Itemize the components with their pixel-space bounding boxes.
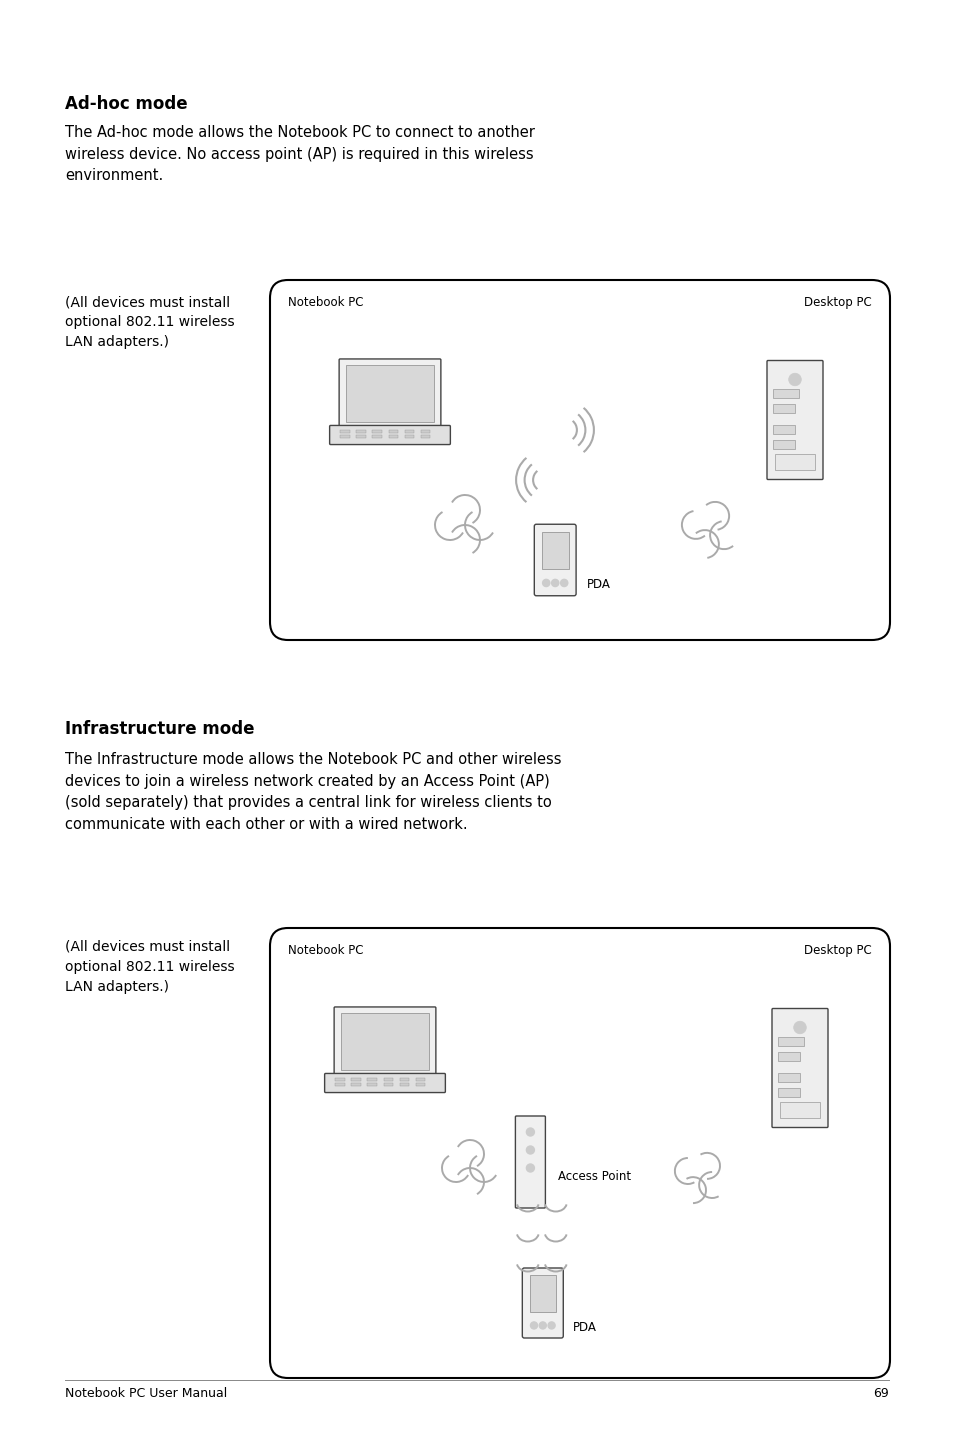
Text: Access Point: Access Point: [558, 1171, 631, 1183]
Circle shape: [530, 1322, 537, 1329]
FancyBboxPatch shape: [270, 928, 889, 1378]
FancyBboxPatch shape: [324, 1073, 445, 1093]
FancyBboxPatch shape: [515, 1116, 545, 1208]
Circle shape: [526, 1163, 534, 1172]
FancyBboxPatch shape: [766, 361, 822, 479]
Bar: [345, 365, 434, 421]
Bar: [416, 1078, 425, 1081]
Circle shape: [542, 580, 549, 587]
Text: Notebook PC User Manual: Notebook PC User Manual: [65, 1388, 227, 1401]
Text: Desktop PC: Desktop PC: [803, 943, 871, 958]
Bar: [351, 1078, 360, 1081]
Bar: [383, 1083, 393, 1086]
Text: Desktop PC: Desktop PC: [803, 296, 871, 309]
Bar: [340, 1012, 429, 1070]
Bar: [420, 430, 430, 433]
FancyBboxPatch shape: [338, 360, 440, 427]
Bar: [367, 1083, 376, 1086]
Circle shape: [526, 1146, 534, 1155]
Bar: [388, 436, 397, 437]
Circle shape: [548, 1322, 555, 1329]
Bar: [372, 430, 381, 433]
Text: Notebook PC: Notebook PC: [288, 943, 363, 958]
Bar: [775, 454, 814, 470]
Bar: [388, 430, 397, 433]
Circle shape: [526, 1127, 534, 1136]
Text: Notebook PC: Notebook PC: [288, 296, 363, 309]
Bar: [340, 436, 349, 437]
Bar: [335, 1078, 344, 1081]
Text: Ad-hoc mode: Ad-hoc mode: [65, 95, 188, 114]
Circle shape: [788, 374, 801, 385]
FancyBboxPatch shape: [330, 426, 450, 444]
FancyBboxPatch shape: [771, 1008, 827, 1127]
Circle shape: [538, 1322, 546, 1329]
Bar: [778, 1073, 800, 1081]
Bar: [778, 1087, 800, 1097]
Circle shape: [793, 1021, 805, 1034]
Bar: [355, 430, 365, 433]
FancyBboxPatch shape: [522, 1268, 562, 1337]
Text: (All devices must install
optional 802.11 wireless
LAN adapters.): (All devices must install optional 802.1…: [65, 940, 234, 994]
Bar: [773, 404, 794, 413]
Bar: [420, 436, 430, 437]
Bar: [404, 436, 414, 437]
Bar: [340, 430, 349, 433]
Bar: [372, 436, 381, 437]
FancyBboxPatch shape: [334, 1007, 436, 1076]
Bar: [383, 1078, 393, 1081]
FancyBboxPatch shape: [534, 525, 576, 595]
Bar: [778, 1037, 803, 1045]
FancyBboxPatch shape: [270, 280, 889, 640]
Bar: [355, 436, 365, 437]
Text: Infrastructure mode: Infrastructure mode: [65, 720, 254, 738]
Circle shape: [551, 580, 558, 587]
Circle shape: [560, 580, 567, 587]
Text: PDA: PDA: [572, 1322, 596, 1334]
Text: The Ad-hoc mode allows the Notebook PC to connect to another
wireless device. No: The Ad-hoc mode allows the Notebook PC t…: [65, 125, 535, 183]
Bar: [399, 1078, 409, 1081]
Text: The Infrastructure mode allows the Notebook PC and other wireless
devices to joi: The Infrastructure mode allows the Noteb…: [65, 752, 561, 831]
Text: (All devices must install
optional 802.11 wireless
LAN adapters.): (All devices must install optional 802.1…: [65, 295, 234, 349]
Bar: [335, 1083, 344, 1086]
Bar: [541, 532, 568, 569]
Bar: [529, 1276, 556, 1311]
Bar: [773, 424, 794, 433]
Bar: [399, 1083, 409, 1086]
Bar: [404, 430, 414, 433]
Text: 69: 69: [872, 1388, 888, 1401]
Bar: [780, 1102, 819, 1119]
Bar: [367, 1078, 376, 1081]
Bar: [773, 388, 799, 397]
Bar: [351, 1083, 360, 1086]
Bar: [773, 440, 794, 449]
Text: PDA: PDA: [587, 578, 611, 591]
Bar: [416, 1083, 425, 1086]
Bar: [778, 1051, 800, 1061]
